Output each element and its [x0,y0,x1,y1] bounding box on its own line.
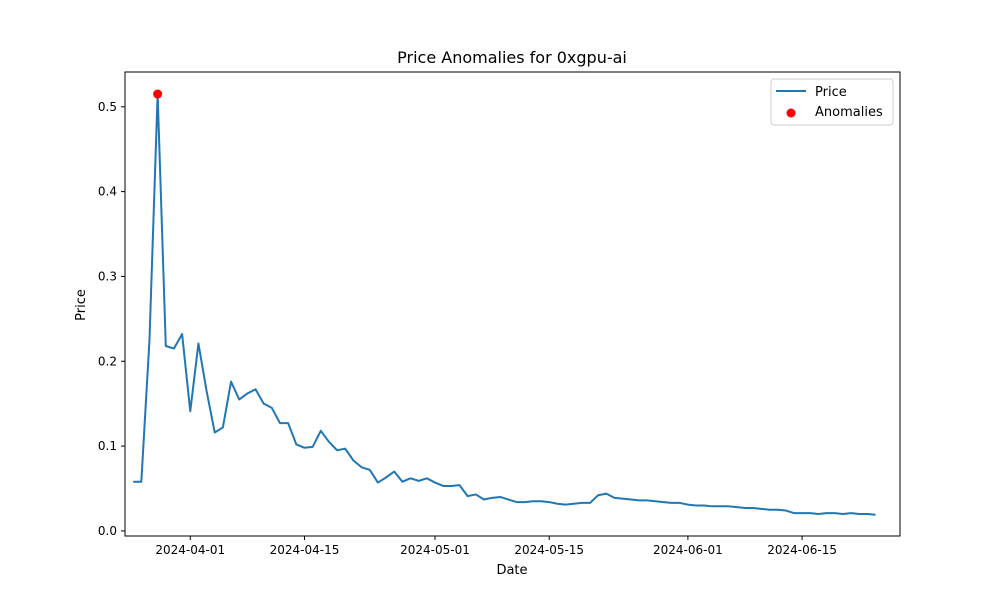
price-line [133,93,876,516]
y-tick-label: 0.5 [98,100,117,114]
legend-price-label: Price [815,85,847,100]
y-tick-label: 0.3 [98,269,117,283]
plot-area-frame [124,71,901,537]
x-tick-label: 2024-06-01 [653,543,723,557]
y-axis-ticks: 0.0 0.1 0.2 0.3 0.4 0.5 [98,100,125,538]
x-axis-label: Date [496,563,527,578]
x-tick-label: 2024-04-01 [155,543,225,557]
y-tick-label: 0.4 [98,185,117,199]
y-axis-label: Price [74,289,89,321]
y-tick-label: 0.0 [98,524,117,538]
legend: Price Anomalies [770,78,894,126]
x-tick-label: 2024-05-15 [514,543,584,557]
legend-anomalies-marker [786,108,796,118]
x-tick-label: 2024-06-15 [767,543,837,557]
x-tick-label: 2024-05-01 [400,543,470,557]
plot-series [133,89,876,516]
y-tick-label: 0.2 [98,354,117,368]
legend-anomalies-label: Anomalies [815,105,883,120]
chart-title: Price Anomalies for 0xgpu-ai [397,48,627,67]
x-tick-label: 2024-04-15 [270,543,340,557]
y-tick-label: 0.1 [98,439,117,453]
anomaly-point [153,89,163,99]
x-axis-ticks: 2024-04-01 2024-04-15 2024-05-01 2024-05-15… [155,536,837,557]
